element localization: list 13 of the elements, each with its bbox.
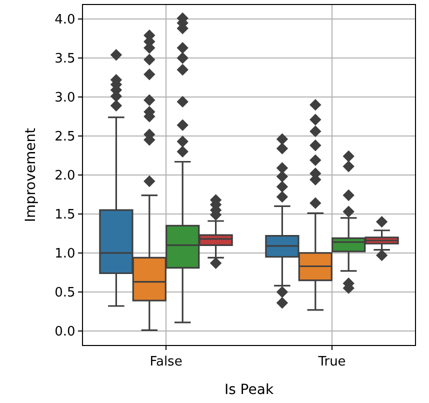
y-axis-title: Improvement (23, 127, 40, 222)
x-tick-label: True (317, 354, 346, 370)
y-tick-label: 0.0 (54, 324, 76, 340)
x-tick-label: False (150, 354, 182, 370)
y-tick-label: 2.0 (54, 168, 76, 184)
y-tick-label: 2.5 (54, 130, 76, 145)
y-tick-label: 3.0 (54, 90, 76, 106)
y-tick-label: 4.0 (54, 12, 76, 28)
y-tick-label: 3.5 (54, 52, 76, 67)
x-axis-title: Is Peak (224, 382, 274, 398)
y-tick-label: 0.5 (54, 286, 76, 301)
y-tick-label: 1.0 (54, 246, 76, 262)
y-tick-label: 1.5 (54, 208, 76, 223)
